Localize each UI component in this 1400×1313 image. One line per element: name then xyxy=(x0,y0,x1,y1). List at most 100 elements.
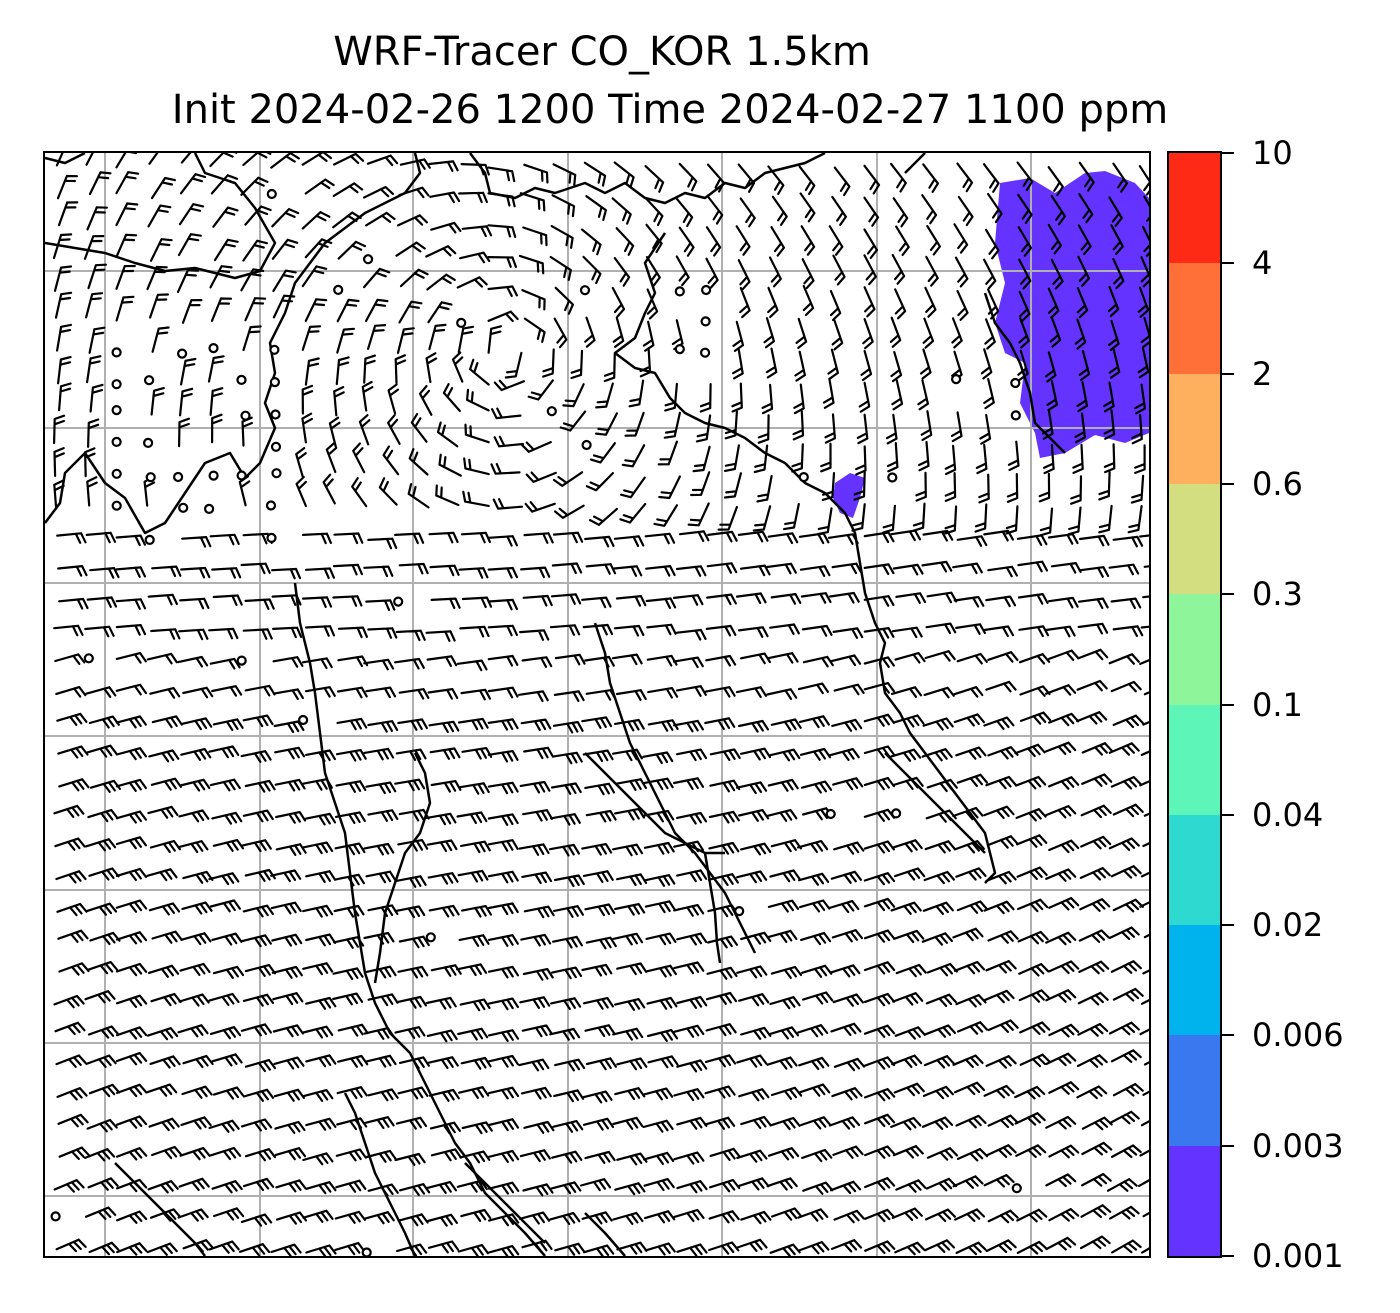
wind-barb xyxy=(983,805,1015,819)
wind-barb xyxy=(752,505,772,532)
wind-barb xyxy=(559,410,587,432)
wind-barb xyxy=(487,224,517,238)
wind-barb xyxy=(987,930,1019,944)
wind-barb xyxy=(645,565,676,577)
wind-barb xyxy=(642,1087,674,1101)
wind-barb xyxy=(582,255,602,285)
wind-barb xyxy=(603,352,616,383)
wind-barb xyxy=(519,192,546,212)
wind-barb xyxy=(398,1056,430,1070)
wind-barb xyxy=(646,288,659,320)
wind-barb xyxy=(208,1119,240,1133)
wind-barb xyxy=(337,1023,369,1037)
wind-barb xyxy=(1143,565,1149,568)
colorbar-tick xyxy=(1222,703,1234,706)
wind-barb xyxy=(643,1178,675,1192)
wind-barb xyxy=(1134,383,1146,415)
wind-barb xyxy=(891,253,906,285)
wind-barb xyxy=(1139,659,1149,665)
wind-barb xyxy=(461,1121,493,1135)
wind-barb xyxy=(583,1244,615,1256)
wind-barb xyxy=(922,901,954,915)
wind-barb xyxy=(894,867,926,881)
calm-wind-marker xyxy=(581,439,592,451)
wind-barb xyxy=(301,211,331,230)
wind-barb xyxy=(829,1180,862,1195)
wind-barb xyxy=(894,652,926,664)
wind-barb xyxy=(151,326,170,353)
wind-barb xyxy=(1077,224,1092,256)
wind-barb xyxy=(922,163,939,193)
wind-barb xyxy=(394,532,425,545)
wind-barb xyxy=(521,871,553,885)
wind-barb xyxy=(768,256,782,288)
wind-barb xyxy=(863,627,895,639)
wind-barb xyxy=(584,903,616,917)
wind-barb xyxy=(493,379,525,392)
wind-barb xyxy=(429,1121,461,1135)
wind-barb xyxy=(1080,835,1112,850)
wind-barb xyxy=(675,628,707,641)
wind-barb xyxy=(461,596,493,609)
wind-barb xyxy=(548,843,580,857)
wind-barb xyxy=(1077,991,1109,1006)
wind-barb xyxy=(367,904,399,918)
wind-barb xyxy=(1007,440,1020,472)
wind-barb xyxy=(522,594,553,607)
wind-barb xyxy=(367,809,399,822)
wind-barb xyxy=(639,347,652,378)
wind-barb xyxy=(1110,1049,1142,1063)
wind-barb xyxy=(460,1056,492,1070)
wind-barb xyxy=(771,195,788,226)
wind-barb xyxy=(58,1146,90,1160)
colorbar xyxy=(1167,151,1222,1258)
wind-barb xyxy=(584,655,615,668)
wind-barb xyxy=(54,837,86,851)
wind-barb xyxy=(87,418,100,448)
calm-wind-marker xyxy=(270,441,282,452)
wind-barb xyxy=(1142,1090,1149,1096)
wind-barb xyxy=(831,718,863,732)
wind-barb xyxy=(487,310,519,323)
wind-barb xyxy=(646,1029,679,1042)
wind-barb xyxy=(1131,414,1143,445)
wind-barb xyxy=(984,318,996,350)
wind-barb xyxy=(301,153,333,166)
wind-barb xyxy=(1140,750,1149,756)
wind-barb xyxy=(895,225,910,257)
wind-barb xyxy=(211,413,223,444)
wind-barb xyxy=(709,748,741,762)
wind-barb xyxy=(739,564,771,577)
colorbar-segment xyxy=(1169,262,1220,374)
wind-barb xyxy=(983,989,1015,1004)
wind-barb xyxy=(302,841,334,855)
wind-barb xyxy=(425,630,456,642)
wind-barb xyxy=(1110,776,1142,790)
wind-barb xyxy=(802,991,834,1005)
wind-barb xyxy=(115,171,140,195)
wind-barb xyxy=(56,174,78,200)
wind-barb xyxy=(84,838,117,852)
wind-barb xyxy=(1143,812,1149,817)
wind-barb xyxy=(333,386,345,417)
wind-barb xyxy=(615,689,647,701)
wind-barb xyxy=(767,532,799,545)
wind-barb xyxy=(145,1083,178,1097)
wind-barb xyxy=(731,382,743,413)
wind-barb xyxy=(767,286,779,318)
wind-barb xyxy=(211,567,242,579)
wind-barb xyxy=(418,385,433,416)
wind-barb xyxy=(504,351,523,379)
wind-barb xyxy=(1016,866,1048,880)
wind-barb xyxy=(616,962,648,976)
wind-barb xyxy=(924,286,937,318)
wind-barb xyxy=(1006,473,1019,503)
wind-barb xyxy=(274,746,306,760)
wind-barb xyxy=(1076,381,1089,413)
wind-barb xyxy=(800,592,832,604)
wind-barb xyxy=(864,1113,896,1128)
wind-barb xyxy=(830,1239,863,1253)
wind-barb xyxy=(208,745,240,759)
wind-barb xyxy=(84,990,116,1004)
wind-barb xyxy=(520,441,552,453)
